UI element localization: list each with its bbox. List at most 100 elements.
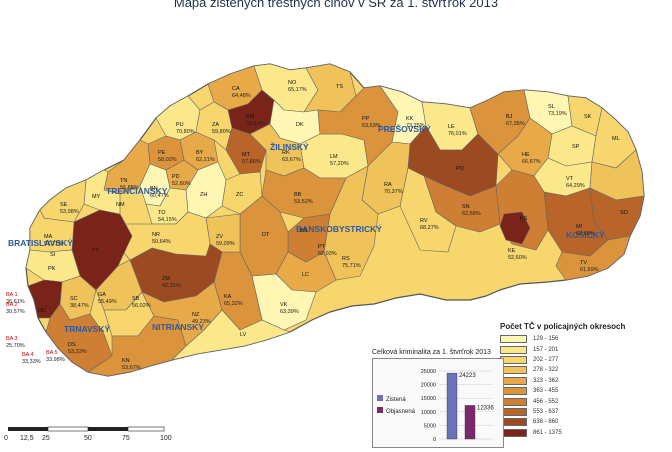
region-label-trenciansky: TRENČIANSKY: [106, 185, 168, 196]
district-code-dt: DT: [262, 232, 270, 238]
district-code-sc: SC: [70, 296, 78, 302]
district-code-za: ZA: [212, 122, 219, 128]
district-code-dk: DK: [296, 122, 304, 128]
district-pct-bj: 67,35%: [506, 121, 525, 127]
inset-legend-label: Objasnená: [386, 409, 416, 415]
district-code-sk: SK: [584, 114, 592, 120]
legend-swatch: [500, 335, 527, 344]
district-pct-rk: 63,67%: [282, 157, 301, 163]
district-za[interactable]: [195, 101, 233, 151]
district-pct-le: 76,01%: [448, 131, 467, 137]
legend-label: 553 - 637: [533, 408, 559, 415]
district-pct-pe: 58,02%: [158, 157, 177, 163]
legend-label: 323 - 362: [533, 377, 559, 384]
inset-y-tick: 20000: [421, 383, 436, 389]
district-nr[interactable]: [117, 211, 211, 261]
district-my[interactable]: [83, 169, 121, 215]
district-pct-nz: 49,23%: [192, 319, 211, 325]
district-code-si: SI: [50, 252, 56, 258]
district-kn[interactable]: [87, 315, 187, 377]
inset-bar-label: 24223: [459, 373, 476, 379]
legend-item: 278 - 322: [500, 365, 672, 375]
district-pct-ra: 70,37%: [384, 189, 403, 195]
district-pct-km: 58,63%: [246, 121, 265, 127]
district-code-by: BY: [196, 150, 204, 156]
districts-layer: [25, 63, 645, 377]
district-code-tv: TV: [580, 260, 587, 266]
district-rv[interactable]: [399, 167, 457, 253]
scale-tick-label: 0: [4, 435, 8, 442]
inset-chart: Celková kriminalita za 1. štvrťrok 2013 …: [372, 344, 504, 448]
district-code-ba3: BA 3: [6, 336, 18, 342]
district-ke[interactable]: [499, 211, 531, 245]
district-pct-se: 53,98%: [60, 209, 79, 215]
district-pct-ba3: 25,70%: [6, 343, 25, 349]
district-pct-vt: 64,29%: [566, 183, 585, 189]
district-code-vt: VT: [566, 176, 574, 182]
district-pct-nr: 50,64%: [152, 239, 171, 245]
legend-swatch: [500, 428, 527, 437]
region-label-kosicky: KOŠICKÝ: [566, 229, 605, 240]
district-code-pe: PE: [158, 150, 166, 156]
district-code-ba1: BA 1: [6, 292, 18, 298]
district-code-nr: NR: [152, 232, 160, 238]
district-code-ba4: BA 4: [22, 352, 34, 358]
map-title: Mapa zistených trestných činov v SR za 1…: [173, 0, 499, 10]
inset-y-tick: 0: [433, 437, 436, 443]
district-pct-tv: 61,69%: [580, 267, 599, 273]
region-label-trnavsky: TRNAVSKÝ: [64, 323, 110, 334]
district-code-ma: MA: [44, 234, 53, 240]
region-label-presovsky: PREŠOVSKÝ: [378, 123, 431, 134]
district-code-pd: PD: [172, 174, 180, 180]
district-code-ga: GA: [98, 292, 106, 298]
district-pct-no: 65,17%: [288, 87, 307, 93]
district-code-ba5: BA 5: [46, 350, 58, 356]
district-code-mi: MI: [576, 224, 583, 230]
district-pct-ba2: 30,57%: [6, 309, 25, 315]
district-code-sp: SP: [572, 144, 580, 150]
legend-swatch: [500, 387, 527, 396]
district-pct-pd: 52,80%: [172, 181, 191, 187]
district-code-ks: KS: [520, 216, 528, 222]
district-code-ke: KE: [508, 248, 516, 254]
district-lv[interactable]: [171, 309, 291, 361]
district-code-kn: KN: [122, 358, 130, 364]
district-pct-sc: 38,47%: [70, 303, 89, 309]
district-pct-to: 54,15%: [158, 217, 177, 223]
district-code-lc: LC: [302, 272, 309, 278]
inset-y-tick: 15000: [421, 396, 436, 402]
district-code-tn: TN: [120, 178, 127, 184]
district-pct-kk: 73,25%: [406, 123, 425, 129]
legend-item: 553 - 637: [500, 407, 672, 417]
legend-label: 638 - 860: [533, 419, 559, 426]
legend-label: 861 - 1375: [533, 429, 562, 436]
district-code-le: LE: [448, 124, 455, 130]
district-code-rv: RV: [420, 218, 428, 224]
legend-item: 363 - 455: [500, 386, 672, 396]
inset-bar-label: 12336: [477, 405, 494, 411]
district-code-ra: RA: [384, 182, 392, 188]
inset-bar: [446, 372, 458, 440]
district-pct-pt: 62,03%: [318, 251, 337, 257]
district-pct-he: 66,67%: [522, 159, 541, 165]
district-code-sl: SL: [548, 104, 555, 110]
district-code-he: HE: [522, 152, 530, 158]
district-code-bb: BB: [294, 192, 302, 198]
inset-legend-label: Zistená: [386, 397, 406, 403]
district-code-my: MY: [92, 194, 101, 200]
region-label-nitriansky: NITRIANSKY: [152, 322, 204, 332]
district-code-kk: KK: [406, 116, 414, 122]
district-pct-sb: 56,02%: [132, 303, 151, 309]
district-pct-ke: 52,60%: [508, 255, 527, 261]
region-labels: BRATISLAVSKÝ TRNAVSKÝ TRENČIANSKY NITRIA…: [8, 123, 605, 334]
district-pct-zv: 59,09%: [216, 241, 235, 247]
legend-label: 363 - 455: [533, 388, 559, 395]
legend-swatch: [500, 355, 527, 364]
inset-chart-title: Celková kriminalita za 1. štvrťrok 2013: [372, 349, 491, 356]
scale-tick-label: 50: [84, 435, 92, 442]
district-code-zc: ZC: [236, 192, 243, 198]
district-pct-ga: 55,49%: [98, 299, 117, 305]
district-code-ts: TS: [336, 84, 343, 90]
district-tv[interactable]: [555, 235, 631, 281]
